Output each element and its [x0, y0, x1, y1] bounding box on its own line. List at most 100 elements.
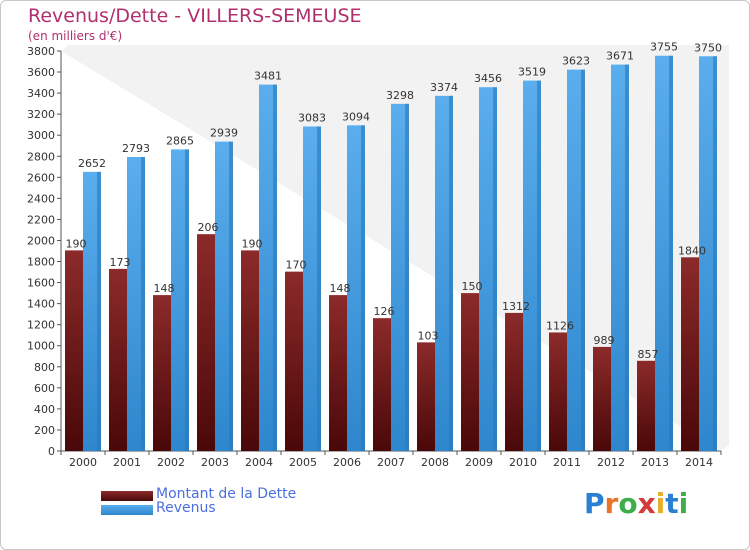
data-label-revenus: 3374 [430, 81, 458, 94]
bar-revenus [127, 157, 145, 451]
legend-swatch-revenus [101, 505, 153, 515]
y-tick-label: 2000 [27, 234, 55, 247]
bar-dette [241, 250, 259, 451]
data-label-dette: 190 [66, 237, 87, 250]
bar-revenus-shade [361, 125, 365, 451]
x-tick-label: 2006 [333, 456, 361, 469]
x-tick-label: 2014 [685, 456, 713, 469]
y-tick-label: 2800 [27, 150, 55, 163]
bar-revenus-shade [537, 80, 541, 451]
data-label-dette: 148 [330, 282, 351, 295]
y-tick-label: 2200 [27, 213, 55, 226]
data-label-dette: 103 [418, 329, 439, 342]
bar-dette [637, 360, 655, 451]
logo-letter: t [665, 487, 679, 520]
bar-dette [329, 295, 347, 451]
bar-dette [549, 332, 567, 451]
y-tick-label: 2400 [27, 192, 55, 205]
data-label-dette: 989 [594, 334, 615, 347]
data-label-revenus: 3623 [562, 55, 590, 68]
legend-swatch-dette [101, 491, 153, 501]
bar-revenus-shade [449, 95, 453, 451]
bar-dette [65, 250, 83, 451]
bar-revenus [479, 87, 497, 452]
y-tick-label: 1400 [27, 298, 55, 311]
bar-revenus [699, 56, 717, 452]
chart-title: Revenus/Dette - VILLERS-SEMEUSE [28, 5, 362, 27]
x-tick-label: 2000 [69, 456, 97, 469]
bar-revenus [567, 69, 585, 451]
x-tick-label: 2009 [465, 456, 493, 469]
y-tick-label: 600 [34, 382, 55, 395]
y-tick-label: 200 [34, 424, 55, 437]
data-label-dette: 173 [110, 256, 131, 269]
bar-revenus-shade [317, 126, 321, 451]
bar-dette [593, 346, 611, 451]
bar-revenus [655, 55, 673, 451]
y-tick-label: 3800 [27, 45, 55, 58]
y-tick-label: 1200 [27, 319, 55, 332]
data-label-dette: 1312 [502, 300, 530, 313]
x-tick-label: 2007 [377, 456, 405, 469]
bar-revenus [391, 103, 409, 451]
bar-revenus [259, 84, 277, 451]
y-tick-label: 0 [48, 445, 55, 458]
bar-revenus-shade [493, 87, 497, 452]
x-tick-label: 2002 [157, 456, 185, 469]
data-label-revenus: 3456 [474, 72, 502, 85]
bar-dette [109, 268, 127, 451]
y-tick-label: 1800 [27, 256, 55, 269]
legend-label-revenus: Revenus [156, 500, 216, 516]
bar-revenus [347, 125, 365, 451]
data-label-dette: 126 [374, 305, 395, 318]
data-label-dette: 206 [198, 221, 219, 234]
data-label-revenus: 3298 [386, 89, 414, 102]
bar-revenus-shade [669, 55, 673, 451]
bar-revenus-shade [581, 69, 585, 451]
bar-revenus-shade [273, 84, 277, 451]
bar-revenus [83, 171, 101, 451]
y-tick-label: 800 [34, 361, 55, 374]
bar-revenus [523, 80, 541, 451]
data-label-revenus: 2939 [210, 127, 238, 140]
bar-revenus-shade [141, 157, 145, 451]
y-tick-label: 1600 [27, 277, 55, 290]
y-tick-label: 3200 [27, 108, 55, 121]
logo-letter: P [584, 487, 605, 520]
data-label-revenus: 3083 [298, 111, 326, 124]
bar-dette [373, 318, 391, 451]
data-label-dette: 190 [242, 237, 263, 250]
x-tick-label: 2003 [201, 456, 229, 469]
logo-letter: x [637, 487, 656, 520]
y-tick-label: 2600 [27, 171, 55, 184]
data-label-dette: 148 [154, 282, 175, 295]
bar-dette [285, 271, 303, 451]
bar-revenus-shade [405, 103, 409, 451]
data-label-dette: 857 [638, 348, 659, 361]
legend-label-dette: Montant de la Dette [156, 486, 297, 502]
y-tick-label: 400 [34, 403, 55, 416]
y-tick-label: 3600 [27, 66, 55, 79]
bar-dette [681, 257, 699, 451]
x-tick-label: 2011 [553, 456, 581, 469]
x-tick-label: 2008 [421, 456, 449, 469]
data-label-dette: 170 [286, 259, 307, 272]
x-tick-label: 2004 [245, 456, 273, 469]
bar-revenus-shade [185, 149, 189, 451]
data-label-revenus: 2652 [78, 157, 106, 170]
logo-letter: r [604, 487, 619, 520]
bar-revenus-shade [713, 56, 717, 452]
data-label-revenus: 2793 [122, 142, 150, 155]
bar-revenus [215, 141, 233, 451]
logo-letter: i [655, 487, 666, 520]
bar-revenus [435, 95, 453, 451]
x-tick-label: 2010 [509, 456, 537, 469]
data-label-revenus: 3519 [518, 66, 546, 79]
data-label-dette: 1126 [546, 319, 574, 332]
data-label-revenus: 3094 [342, 110, 370, 123]
bar-dette [505, 312, 523, 451]
x-tick-label: 2001 [113, 456, 141, 469]
proxiti-logo: Proxiti [584, 487, 688, 520]
